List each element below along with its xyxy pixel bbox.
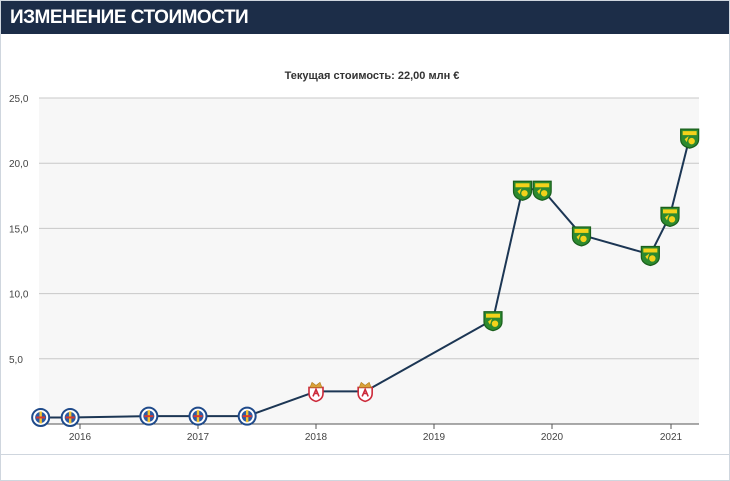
market-value-chart: Текущая стоимость: 22,00 млн € 5,0 10,0 15,… — [9, 70, 700, 443]
footer-divider — [1, 454, 729, 455]
chart-title: Текущая стоимость: 22,00 млн € — [285, 70, 460, 82]
getafe-crest-icon[interactable] — [139, 406, 159, 426]
y-tick-label: 25,0 — [9, 94, 29, 105]
norwich-crest-icon[interactable] — [571, 226, 592, 247]
norwich-crest-icon[interactable] — [660, 206, 680, 227]
x-tick-label: 2021 — [660, 432, 683, 443]
x-tick-label: 2018 — [305, 432, 328, 443]
plot-background — [39, 98, 699, 424]
norwich-crest-icon[interactable] — [483, 311, 503, 332]
norwich-crest-icon[interactable] — [532, 180, 552, 201]
x-tick-label: 2020 — [541, 432, 564, 443]
x-tick-label: 2016 — [69, 432, 92, 443]
y-tick-label: 10,0 — [9, 290, 29, 301]
section-title: ИЗМЕНЕНИЕ СТОИМОСТИ — [10, 7, 249, 28]
section-header: ИЗМЕНЕНИЕ СТОИМОСТИ — [1, 1, 729, 34]
sevilla-atletico-crest-icon[interactable] — [308, 381, 324, 403]
sevilla-atletico-crest-icon[interactable] — [357, 381, 373, 403]
getafe-crest-icon[interactable] — [31, 407, 51, 427]
x-tick-label: 2019 — [423, 432, 446, 443]
y-tick-label: 5,0 — [9, 355, 23, 366]
x-tick-label: 2017 — [187, 432, 210, 443]
y-tick-label: 15,0 — [9, 224, 29, 235]
getafe-crest-icon[interactable] — [188, 406, 208, 426]
norwich-crest-icon[interactable] — [680, 128, 700, 149]
y-tick-label: 20,0 — [9, 159, 29, 170]
getafe-crest-icon[interactable] — [237, 406, 257, 426]
norwich-crest-icon[interactable] — [512, 180, 533, 201]
getafe-crest-icon[interactable] — [60, 407, 80, 427]
norwich-crest-icon[interactable] — [640, 245, 660, 267]
